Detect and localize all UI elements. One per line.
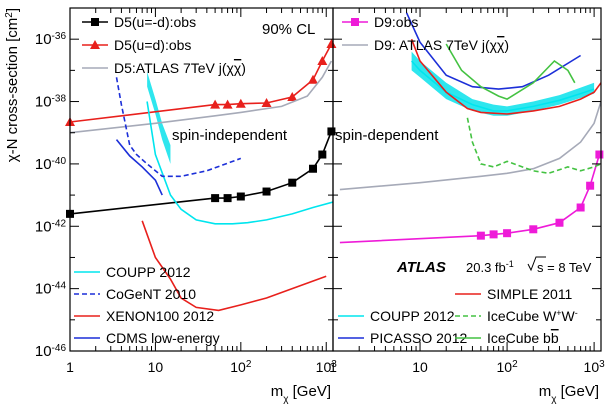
left-series-line-coupp-2012 [146,101,333,225]
right-x-tick-label: 103 [584,359,606,376]
picasso-2012-legend-label: PICASSO 2012 [370,330,467,346]
right-plot-frame [332,7,602,352]
right-series-point-d9-obs [503,229,512,238]
right-series-point-d9-obs [555,218,564,227]
d5-u-d-legend-label: D5(u=d):obs [114,37,191,53]
left-series-point-d5-u-d-obs [326,39,337,49]
left-series-line-cogent-2010 [115,77,242,178]
right-series-point-d9-obs [595,150,604,159]
y-tick-label: 10-42 [35,218,67,236]
simple-2011-legend-label: SIMPLE 2011 [487,286,573,302]
coupp-2012-right-legend-label: COUPP 2012 [370,308,455,324]
right-series-point-d9-obs [586,181,595,190]
cdms-low-energy-legend-label: CDMS low-energy [106,330,220,346]
left-series-point-d5-u-d-obs [261,97,272,107]
left-x-axis-title: mχ [GeV] [271,383,331,405]
left-coupp-band [147,71,171,164]
annotation-spin-dependent: spin-dependent [335,127,439,144]
y-tick-label: 10-38 [35,93,67,111]
left-series-point-d5-u-d-obs [327,127,336,136]
energy-label: s = 8 TeV [537,260,592,275]
left-series-point-d5-u-d-obs [235,98,246,108]
d9-obs-legend-marker [351,18,359,26]
y-tick-label: 10-46 [35,343,67,361]
lumi-label: 20.3 fb-1 [466,259,514,275]
left-series-line-xenon100-2012 [141,220,327,312]
d5-u-d-legend-marker [90,40,100,49]
left-series-point-d5-u-d-obs [309,164,318,173]
right-series-line-coupp-2012 [411,60,595,112]
right-x-tick-label: 102 [497,359,519,376]
left-series-point-d5-u-d-obs [288,178,297,187]
left-x-tick-label: 1 [66,359,74,375]
left-x-tick-label: 10 [148,359,164,375]
right-series-point-d9-obs [489,230,498,239]
left-series-point-d5-u-d-obs [317,55,328,65]
right-series-line-simple-2011 [410,38,601,115]
right-series-point-d9-obs [529,225,538,234]
right-series-point-d9-obs [576,203,585,212]
d5-u-minus-d-legend-marker [91,18,99,26]
d5-u-minus-d-legend-label: D5(u=-d):obs [114,14,196,30]
left-series-point-d5-u-d-obs [211,194,220,203]
icecube-bb-legend-label: IceCube bb [487,330,559,346]
left-x-tick-label: 102 [230,359,252,376]
atlas-label: ATLAS [396,259,446,276]
left-series-point-d5-u-d-obs [262,187,271,196]
left-series-line-cdms-low-energy [115,139,163,196]
left-series-point-d5-u-d-obs [318,150,327,159]
coupp-2012-left-legend-label: COUPP 2012 [106,264,191,280]
d5-atlas-7tev-legend-label: D5:ATLAS 7TeV j(χχ) [114,60,246,76]
right-series-line-d9-atlas-7tev-j [339,101,601,191]
right-series-point-d9-obs [476,231,485,240]
left-series-point-d5-u-d-obs [287,91,298,101]
right-series-line-d9-obs [339,154,601,244]
left-series-point-d5-u-d-obs [223,194,232,203]
left-series-point-d5-u-d-obs [210,99,221,109]
cogent-2010-legend-label: CoGeNT 2010 [106,286,196,302]
right-series-line-picasso-2012 [405,12,582,90]
cl-label: 90% CL [262,21,315,38]
sqrt-icon [527,256,546,272]
right-series-line-icecube-bb [445,43,576,100]
left-series-point-d5-u-d-obs [308,74,319,84]
annotation-spin-independent: spin-independent [172,127,288,144]
right-series-line-icecube-ww [466,117,601,175]
d9-atlas-7tev-legend-label: D9: ATLAS 7TeV j(χχ) [374,37,509,53]
left-series-point-d5-u-d-obs [222,99,233,109]
y-tick-label: 10-36 [35,31,67,49]
d9-obs-legend-label: D9:obs [374,14,418,30]
left-x-tick-label: 103 [316,359,338,376]
right-x-tick-label: 1 [329,359,337,375]
y-tick-label: 10-44 [35,280,67,298]
left-series-point-d5-u-d-obs [236,192,245,201]
xenon100-2012-legend-label: XENON100 2012 [106,308,214,324]
right-x-axis-title: mχ [GeV] [539,383,599,405]
icecube-ww-legend-label: IceCube W+W- [487,308,578,324]
y-tick-label: 10-40 [35,155,67,173]
left-series-line-d5-u-d-obs [70,43,333,123]
left-series-line-d5-atlas-7tev-j [70,60,333,134]
right-x-tick-label: 10 [412,359,428,375]
y-axis-title: χ-N cross-section [cm2] [4,8,22,162]
